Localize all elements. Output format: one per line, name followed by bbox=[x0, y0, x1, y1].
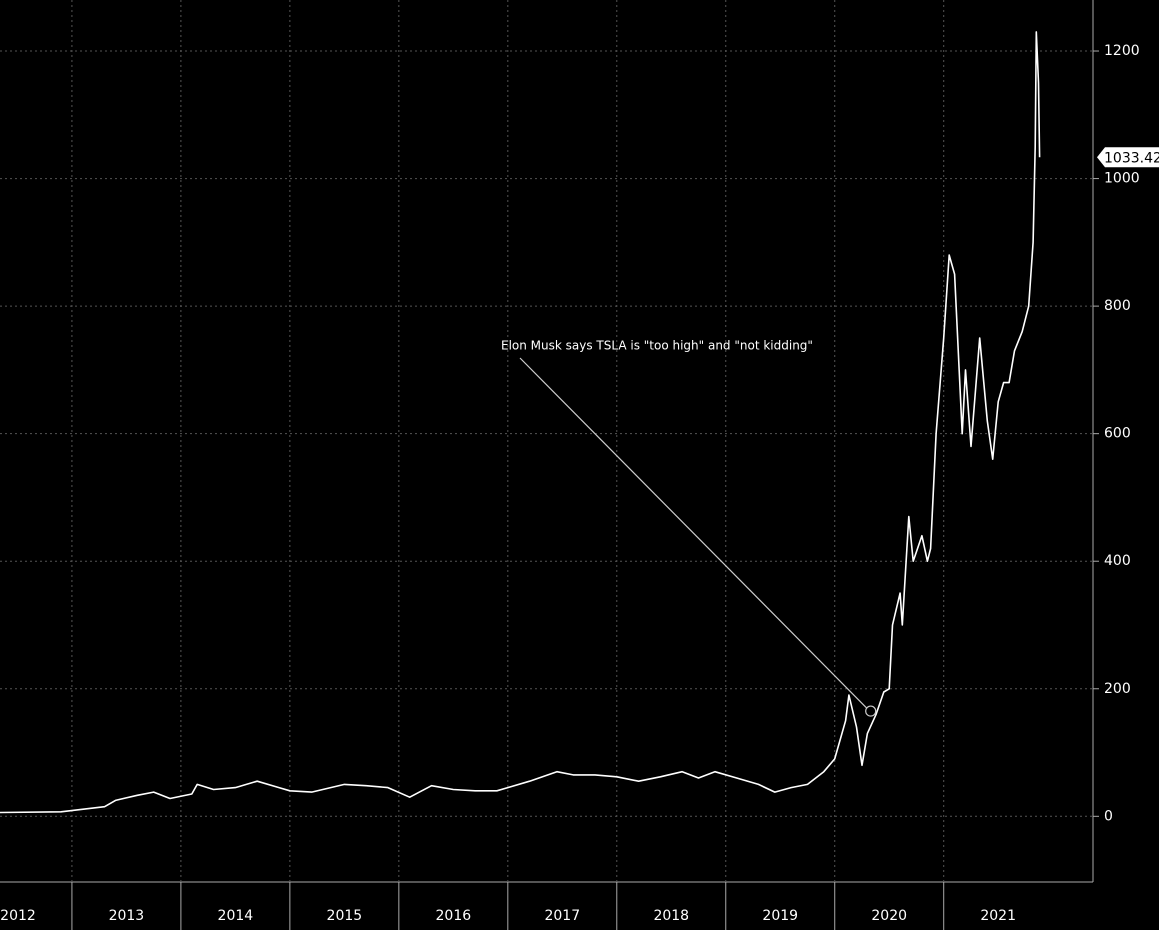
x-tick-label: 2017 bbox=[544, 908, 580, 924]
annotation-arrow bbox=[519, 357, 868, 709]
x-tick-label: 2015 bbox=[327, 908, 363, 924]
x-tick-label: 2013 bbox=[109, 908, 145, 924]
price-line bbox=[0, 31, 1041, 814]
x-tick-label: 2020 bbox=[871, 908, 907, 924]
y-tick-label: 200 bbox=[1104, 681, 1131, 697]
y-tick-label: 800 bbox=[1104, 298, 1131, 314]
y-tick-label: 400 bbox=[1104, 553, 1131, 569]
y-tick-label: 1000 bbox=[1104, 171, 1140, 187]
x-tick-label: 2012 bbox=[0, 908, 36, 924]
x-tick-label: 2016 bbox=[436, 908, 472, 924]
annotation-text: Elon Musk says TSLA is "too high" and "n… bbox=[501, 339, 813, 353]
x-tick-label: 2021 bbox=[980, 908, 1016, 924]
last-value-label: 1033.42 bbox=[1104, 150, 1159, 166]
x-tick-label: 2014 bbox=[218, 908, 254, 924]
y-tick-label: 1200 bbox=[1104, 43, 1140, 59]
y-tick-label: 0 bbox=[1104, 808, 1113, 824]
annotation-marker bbox=[865, 705, 877, 717]
x-tick-label: 2019 bbox=[762, 908, 798, 924]
x-tick-label: 2018 bbox=[653, 908, 689, 924]
y-tick-label: 600 bbox=[1104, 426, 1131, 442]
last-value-tag bbox=[1097, 147, 1159, 168]
